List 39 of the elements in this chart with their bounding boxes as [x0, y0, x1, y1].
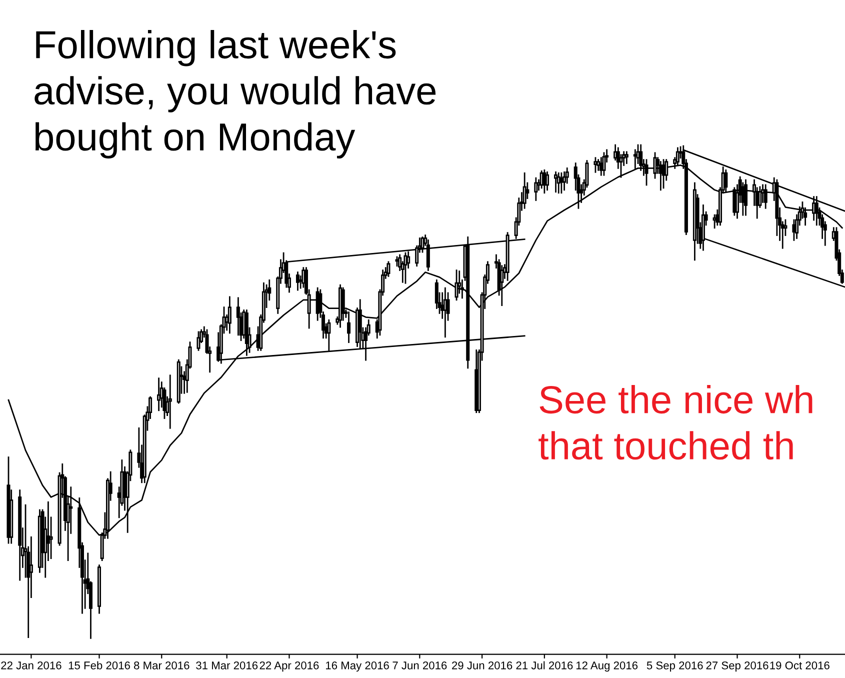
x-tick-label: 31 Mar 2016	[196, 662, 258, 670]
candlestick	[386, 261, 390, 277]
x-tick-label: 27 Sep 2016	[706, 662, 768, 672]
candlestick	[228, 296, 232, 334]
candlestick	[554, 171, 558, 193]
candlestick	[522, 172, 526, 209]
x-tick-label: 22 Jan 2016	[1, 662, 62, 670]
candlestick	[546, 171, 550, 191]
candlestick	[296, 272, 300, 291]
candlestick	[196, 331, 200, 351]
candlestick	[624, 151, 628, 164]
x-tick-label: 22 Apr 2016	[260, 662, 319, 672]
candlestick	[724, 169, 728, 193]
x-tick-label: 16 May 2016	[326, 662, 389, 672]
candlestick	[732, 187, 736, 216]
x-tick-label: 12 Aug 2016	[576, 662, 638, 672]
candlestick	[454, 270, 458, 301]
candlestick	[764, 184, 768, 209]
x-tick-label: 7 Jun 2016	[392, 662, 447, 670]
candlestick	[744, 179, 748, 216]
candlestick	[560, 172, 564, 194]
annotation: See the nice wh that touched th	[538, 385, 812, 460]
candlestick	[602, 152, 606, 176]
x-tick-label: 19 Oct 2016	[770, 662, 830, 670]
candlestick	[347, 312, 351, 343]
candlestick	[534, 177, 538, 201]
candlestick	[157, 378, 161, 412]
annotation: Following last week's advise, you would have bought on Monday	[34, 30, 436, 158]
x-tick-label: 5 Sep 2016	[646, 662, 703, 672]
candlestick	[542, 169, 546, 194]
candlestick	[443, 287, 447, 338]
x-tick-label: 15 Feb 2016	[68, 661, 130, 670]
candlestick	[562, 171, 566, 191]
x-tick-label: 8 Mar 2016	[134, 662, 190, 670]
x-tick-label: 21 Jul 2016	[516, 661, 573, 670]
x-tick-label: 29 Jun 2016	[452, 662, 512, 670]
candlestick	[594, 157, 598, 173]
candlestick	[341, 287, 345, 321]
candlestick	[168, 374, 172, 429]
